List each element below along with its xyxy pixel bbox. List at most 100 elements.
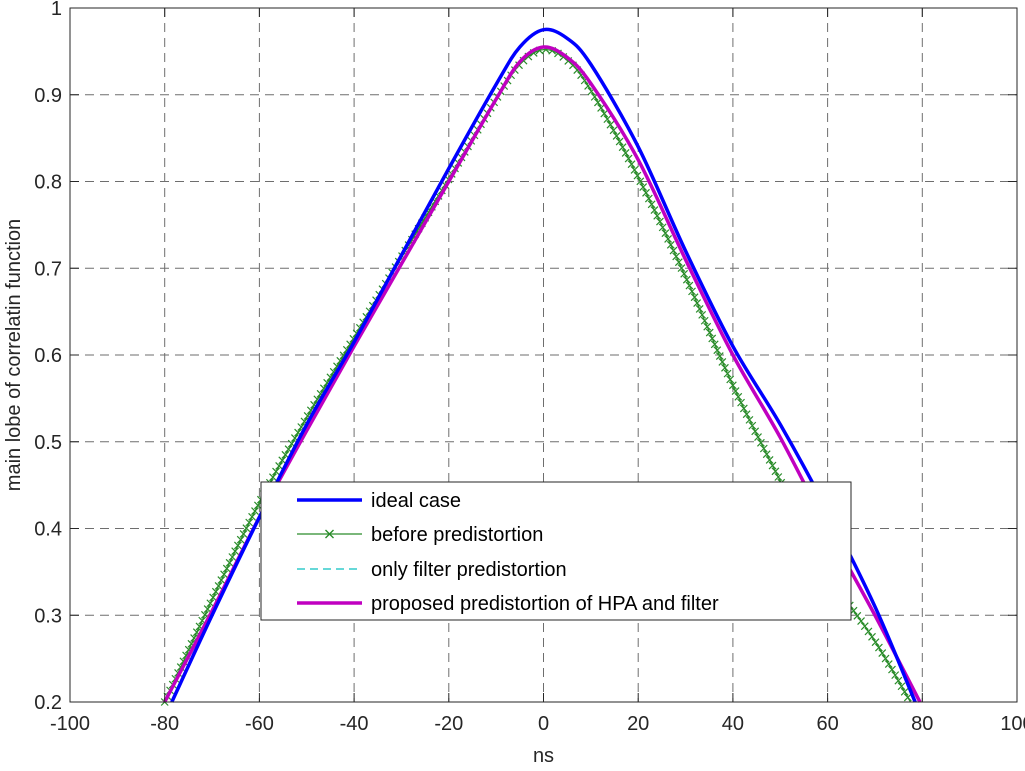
x-marker bbox=[233, 541, 242, 550]
x-marker bbox=[765, 455, 774, 464]
x-tick-label: -80 bbox=[150, 713, 179, 735]
legend-label-3: proposed predistortion of HPA and filter bbox=[371, 593, 719, 615]
x-marker bbox=[700, 316, 709, 325]
x-marker bbox=[211, 587, 220, 596]
x-marker bbox=[658, 223, 667, 232]
x-marker bbox=[715, 352, 724, 360]
x-marker bbox=[853, 611, 862, 620]
x-marker bbox=[242, 524, 251, 533]
x-marker bbox=[708, 334, 717, 343]
x-marker bbox=[705, 328, 714, 337]
y-axis-label: main lobe of correlatin function bbox=[3, 219, 25, 491]
x-marker bbox=[647, 200, 656, 209]
x-marker bbox=[721, 363, 729, 372]
x-marker bbox=[756, 438, 765, 447]
x-marker bbox=[690, 293, 699, 302]
x-marker bbox=[644, 194, 653, 203]
x-marker bbox=[217, 576, 226, 585]
x-tick-label: -100 bbox=[50, 713, 90, 735]
x-marker bbox=[748, 421, 757, 430]
x-marker bbox=[225, 558, 234, 567]
x-marker bbox=[874, 643, 883, 652]
y-tick-label: 0.8 bbox=[34, 172, 62, 194]
x-marker bbox=[745, 415, 754, 424]
x-tick-label: -20 bbox=[434, 713, 463, 735]
y-tick-label: 0.5 bbox=[34, 432, 62, 454]
x-marker bbox=[762, 450, 771, 459]
legend-label-2: only filter predistortion bbox=[371, 559, 567, 581]
series-lines bbox=[160, 27, 922, 706]
x-marker bbox=[903, 693, 912, 702]
x-marker bbox=[214, 581, 223, 590]
x-tick-label: 60 bbox=[816, 713, 838, 735]
x-marker bbox=[666, 240, 675, 249]
x-marker bbox=[639, 183, 648, 191]
x-tick-label: 80 bbox=[911, 713, 933, 735]
x-marker bbox=[664, 235, 673, 243]
y-axis-tick-labels: 0.2 0.3 0.4 0.5 0.6 0.7 0.8 0.9 1 bbox=[34, 0, 62, 714]
x-marker bbox=[698, 310, 707, 319]
y-tick-label: 0.2 bbox=[34, 692, 62, 714]
x-marker bbox=[878, 649, 887, 657]
x-tick-label: 0 bbox=[538, 713, 549, 735]
x-tick-label: 20 bbox=[627, 713, 649, 735]
x-marker bbox=[759, 444, 768, 453]
y-tick-label: 0.4 bbox=[34, 519, 62, 541]
x-marker bbox=[672, 252, 681, 261]
x-marker bbox=[884, 660, 893, 668]
x-marker bbox=[864, 627, 873, 636]
legend-label-1: before predistortion bbox=[371, 524, 543, 546]
x-marker bbox=[642, 188, 650, 197]
x-marker bbox=[656, 217, 664, 226]
x-marker bbox=[774, 473, 783, 481]
x-marker bbox=[269, 473, 277, 482]
x-marker bbox=[222, 564, 231, 573]
x-marker bbox=[768, 461, 777, 470]
x-marker bbox=[251, 507, 259, 516]
x-marker bbox=[653, 211, 662, 220]
x-marker bbox=[688, 287, 696, 296]
x-marker bbox=[751, 427, 760, 436]
x-marker bbox=[737, 398, 745, 407]
legend-marker bbox=[325, 529, 334, 539]
x-marker bbox=[231, 547, 240, 556]
x-marker bbox=[726, 375, 735, 384]
x-marker bbox=[603, 115, 612, 124]
x-marker bbox=[630, 165, 639, 174]
x-marker bbox=[597, 104, 606, 112]
x-marker bbox=[897, 682, 906, 691]
x-marker bbox=[606, 120, 615, 129]
x-marker bbox=[713, 346, 722, 355]
legend-box bbox=[260, 481, 852, 621]
x-marker bbox=[627, 160, 636, 169]
x-marker bbox=[742, 410, 751, 419]
x-marker bbox=[771, 467, 780, 476]
x-marker bbox=[209, 593, 218, 602]
x-marker bbox=[633, 171, 642, 180]
x-marker bbox=[272, 467, 280, 476]
x-marker bbox=[881, 654, 890, 663]
legend-label-0: ideal case bbox=[371, 490, 461, 512]
x-marker bbox=[236, 535, 245, 544]
y-tick-label: 0.3 bbox=[34, 605, 62, 627]
y-tick-label: 0.9 bbox=[34, 85, 62, 107]
x-marker bbox=[871, 638, 880, 647]
legend: ideal case before predistortion only filte… bbox=[260, 481, 852, 621]
x-marker bbox=[860, 622, 869, 631]
x-marker bbox=[621, 148, 630, 157]
x-marker bbox=[206, 599, 215, 608]
x-marker bbox=[609, 126, 618, 135]
x-marker bbox=[677, 264, 686, 272]
x-marker bbox=[618, 143, 627, 152]
y-tick-label: 1 bbox=[51, 0, 62, 20]
x-marker bbox=[615, 137, 624, 146]
x-marker bbox=[888, 665, 896, 674]
x-marker bbox=[220, 570, 228, 579]
x-marker bbox=[661, 229, 670, 238]
y-tick-label: 0.7 bbox=[34, 258, 62, 280]
x-marker bbox=[891, 671, 900, 680]
x-marker bbox=[650, 206, 659, 214]
x-marker bbox=[636, 177, 645, 186]
x-marker bbox=[624, 154, 633, 163]
